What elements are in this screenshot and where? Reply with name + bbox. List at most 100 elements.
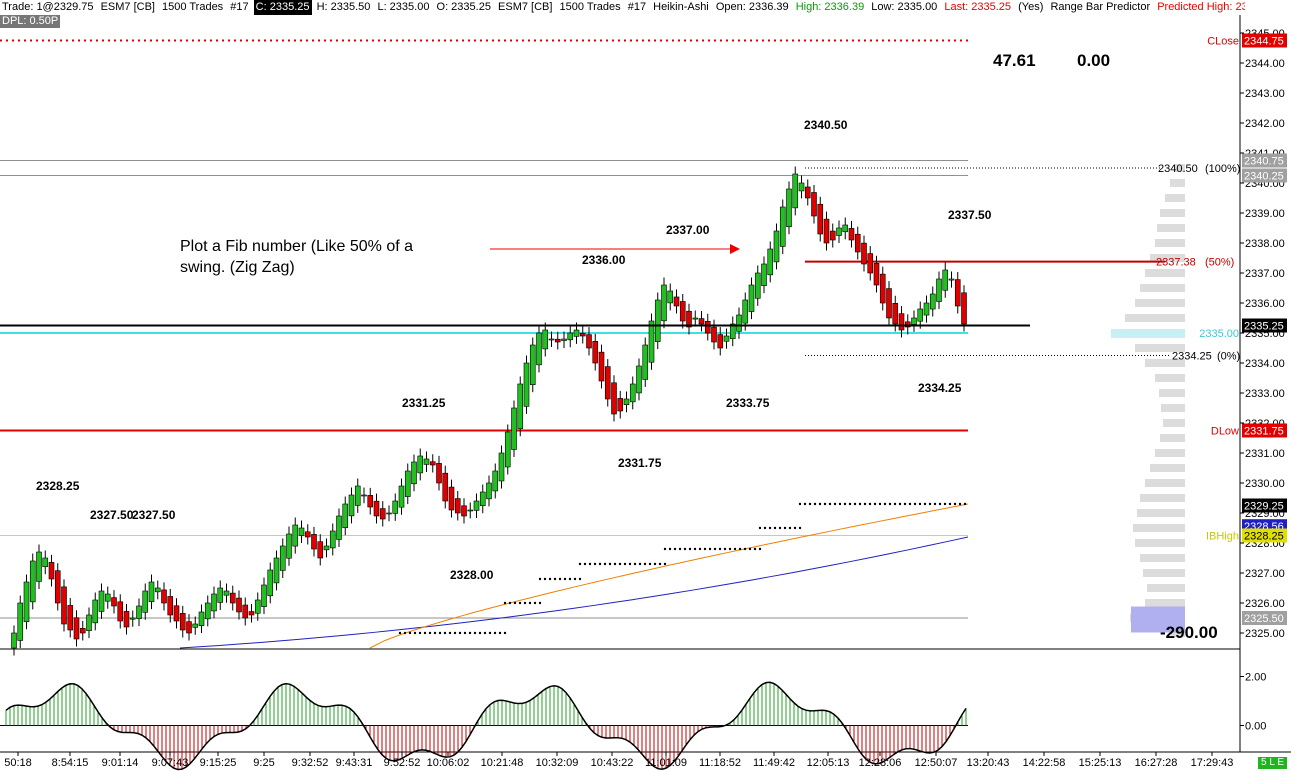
x-tick-label: 16:27:28	[1135, 757, 1178, 769]
stop-dot	[753, 547, 757, 551]
volume-profile-bar	[1150, 254, 1185, 262]
candle-body	[454, 498, 461, 514]
stop-dot	[723, 547, 727, 551]
stop-dot	[708, 547, 712, 551]
stop-dot	[828, 502, 832, 506]
volume-profile-bar	[1147, 584, 1185, 592]
price-tag	[1242, 498, 1287, 513]
x-tick-label: 10:43:22	[591, 757, 634, 769]
y-tick-label: 2333.00	[1245, 388, 1285, 400]
x-tick-label: 14:22:58	[1023, 757, 1066, 769]
predictor-name: Range Bar Predictor	[1050, 1, 1151, 13]
stop-dot	[508, 601, 512, 605]
candle-body	[698, 318, 705, 325]
candle-body	[342, 503, 349, 529]
x-tick-label: 12:05:13	[807, 757, 850, 769]
volume-profile-bar	[1157, 224, 1185, 232]
candle-body	[204, 602, 211, 620]
swing-label: 2337.00	[666, 223, 710, 237]
candle-body	[336, 515, 342, 540]
candle-body	[892, 302, 899, 325]
x-tick-label: 10:06:02	[427, 757, 470, 769]
candle-body	[417, 455, 424, 474]
stop-dot	[783, 526, 787, 530]
candle-body	[17, 602, 24, 641]
stop-dot	[748, 547, 752, 551]
x-tick-label: 9:43:31	[336, 757, 373, 769]
stop-dot	[638, 562, 642, 566]
candle-body	[173, 605, 180, 622]
stop-dot	[518, 601, 522, 605]
candle-body	[904, 321, 911, 328]
y-tick-label: 2326.00	[1245, 598, 1285, 610]
candle-body	[242, 604, 249, 619]
candle-body	[804, 186, 811, 199]
stop-dot	[598, 562, 602, 566]
fib-pct-label: (0%)	[1217, 351, 1240, 363]
price-axis	[1240, 0, 1291, 771]
x-tick-label: 15:25:13	[1079, 757, 1122, 769]
candle-body	[486, 482, 492, 500]
volume-profile-bar	[1175, 164, 1185, 172]
volume-profile-bar	[1159, 389, 1185, 397]
stop-dot	[758, 526, 762, 530]
candle-body	[761, 263, 767, 286]
candle-body	[411, 461, 417, 485]
high-value: H: 2335.50	[316, 1, 371, 13]
candle-body	[154, 587, 161, 593]
volume-profile-bar	[1140, 494, 1185, 502]
stop-dot	[438, 631, 442, 635]
candle-body	[917, 308, 924, 322]
stop-dot	[418, 631, 422, 635]
stop-dot	[728, 547, 732, 551]
stat-value: 0.00	[1077, 51, 1110, 70]
stop-dot	[693, 547, 697, 551]
candle-body	[367, 495, 374, 508]
price-tag-label: 2340.25	[1244, 171, 1284, 183]
stop-dot	[493, 631, 497, 635]
candle-body	[686, 310, 692, 328]
candle-body	[448, 486, 455, 511]
stop-dot	[533, 601, 537, 605]
stop-dot	[633, 562, 637, 566]
price-tag	[1242, 423, 1287, 438]
stop-dot	[838, 502, 842, 506]
candle-body	[273, 557, 280, 584]
stop-dot	[718, 547, 722, 551]
stop-dot	[868, 502, 872, 506]
stop-dot	[603, 562, 607, 566]
volume-profile-bar	[1140, 554, 1185, 562]
stop-dot	[778, 526, 782, 530]
stop-dot	[663, 562, 667, 566]
stop-dot	[568, 577, 572, 581]
stop-dot	[878, 502, 882, 506]
candle-body	[948, 278, 955, 281]
candle-body	[23, 581, 30, 623]
x-tick-label: 11:49:42	[753, 757, 795, 769]
stop-dot	[428, 631, 432, 635]
swing-label: 2331.25	[402, 396, 446, 410]
swing-label: 2340.50	[804, 118, 848, 132]
candle-body	[911, 317, 917, 325]
volume-profile-bar	[1135, 299, 1185, 307]
chart-header: Trade: 1@2329.75 ESM7 [CB] 1500 Trades #…	[0, 0, 1245, 15]
candle-body	[873, 262, 880, 286]
candle-body	[848, 228, 855, 241]
volume-profile-bar	[1140, 284, 1185, 292]
swing-label: 2327.50	[132, 508, 176, 522]
y-tick-label: 2338.00	[1245, 238, 1285, 250]
candle-body	[786, 188, 792, 228]
candle-body	[348, 494, 355, 517]
candle-body	[473, 500, 480, 511]
stop-dot	[893, 502, 897, 506]
study-name: Heikin-Ashi	[653, 1, 709, 13]
candle-body	[236, 597, 242, 613]
x-tick-label: 9:07:43	[152, 757, 189, 769]
candle-body	[279, 545, 286, 571]
stop-dot	[613, 562, 617, 566]
candle-body	[542, 329, 549, 350]
candle-body	[42, 557, 49, 568]
candle-body	[817, 203, 824, 235]
stop-dot	[663, 547, 667, 551]
